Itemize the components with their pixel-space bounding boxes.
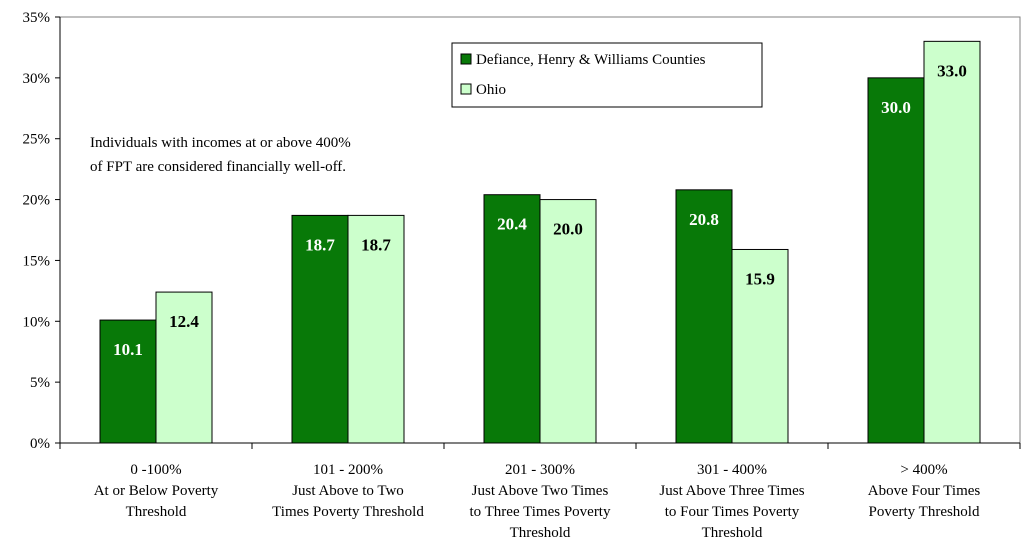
y-tick-label: 5% <box>30 375 50 391</box>
data-label-ohio: 12.4 <box>169 312 199 331</box>
y-tick-label: 35% <box>23 10 51 26</box>
bar-counties <box>483 194 541 444</box>
legend-label-ohio: Ohio <box>476 82 506 98</box>
legend-swatch-counties <box>460 53 472 65</box>
legend: Defiance, Henry & Williams Counties Ohio <box>451 42 763 108</box>
bar-counties <box>99 319 157 444</box>
x-axis <box>59 442 1021 449</box>
category-label-line: Poverty Threshold <box>869 504 980 520</box>
category-label-line: 0 -100% <box>130 462 181 478</box>
data-labels: 10.1 12.4 18.7 18.7 20.4 20.0 20.8 15.9 30.0 33.0 <box>113 61 967 359</box>
category-label-line: Threshold <box>126 504 187 520</box>
category-label: 301 - 400% Just Above Three Times to Four … <box>659 462 804 541</box>
y-tick-label: 0% <box>30 436 50 452</box>
data-label-counties: 20.8 <box>689 210 719 229</box>
bar-ohio <box>347 214 405 444</box>
category-label: 101 - 200% Just Above to Two Times Poverty… <box>272 462 424 520</box>
category-label-line: > 400% <box>900 462 947 478</box>
category-labels: 0 -100% At or Below Poverty Threshold 101 -… <box>94 462 981 541</box>
category-label: 0 -100% At or Below Poverty Threshold <box>94 462 219 520</box>
bar-ohio <box>731 248 789 444</box>
data-label-ohio: 15.9 <box>745 269 775 288</box>
bar-counties <box>291 214 349 444</box>
category-label-line: Threshold <box>702 525 763 541</box>
legend-label-counties: Defiance, Henry & Williams Counties <box>476 52 706 68</box>
category-label: > 400% Above Four Times Poverty Threshold <box>868 462 981 520</box>
data-label-counties: 18.7 <box>305 235 335 254</box>
data-label-counties: 20.4 <box>497 215 527 234</box>
y-tick-label: 30% <box>23 71 51 87</box>
category-label-line: Threshold <box>510 525 571 541</box>
data-label-counties: 10.1 <box>113 340 143 359</box>
category-label-line: Just Above to Two <box>292 483 404 499</box>
annotation-line-1: Individuals with incomes at or above 400… <box>90 135 351 151</box>
bar-ohio <box>539 199 597 444</box>
bars <box>99 40 981 444</box>
data-label-counties: 30.0 <box>881 98 911 117</box>
category-label-line: to Three Times Poverty <box>470 504 611 520</box>
data-label-ohio: 18.7 <box>361 235 391 254</box>
category-label-line: Times Poverty Threshold <box>272 504 424 520</box>
category-label-line: Above Four Times <box>868 483 981 499</box>
category-label-line: Just Above Two Times <box>472 483 609 499</box>
bar-counties <box>867 77 925 444</box>
y-tick-label: 10% <box>23 314 51 330</box>
y-tick-label: 25% <box>23 132 51 148</box>
y-axis: 0% 5% 10% 15% 20% 25% 30% 35% <box>23 10 61 452</box>
data-label-ohio: 20.0 <box>553 220 583 239</box>
category-label-line: to Four Times Poverty <box>665 504 800 520</box>
category-label-line: Just Above Three Times <box>659 483 804 499</box>
category-label-line: 201 - 300% <box>505 462 575 478</box>
annotation-line-2: of FPT are considered financially well-o… <box>90 159 346 175</box>
category-label-line: 301 - 400% <box>697 462 767 478</box>
y-tick-label: 20% <box>23 193 51 209</box>
data-label-ohio: 33.0 <box>937 61 967 80</box>
category-label-line: 101 - 200% <box>313 462 383 478</box>
legend-box <box>451 42 763 108</box>
bar-ohio <box>155 291 213 444</box>
category-label: 201 - 300% Just Above Two Times to Three T… <box>470 462 611 541</box>
y-tick-label: 15% <box>23 253 51 269</box>
bar-ohio <box>923 40 981 444</box>
legend-swatch-ohio <box>460 83 472 95</box>
category-label-line: At or Below Poverty <box>94 483 219 499</box>
